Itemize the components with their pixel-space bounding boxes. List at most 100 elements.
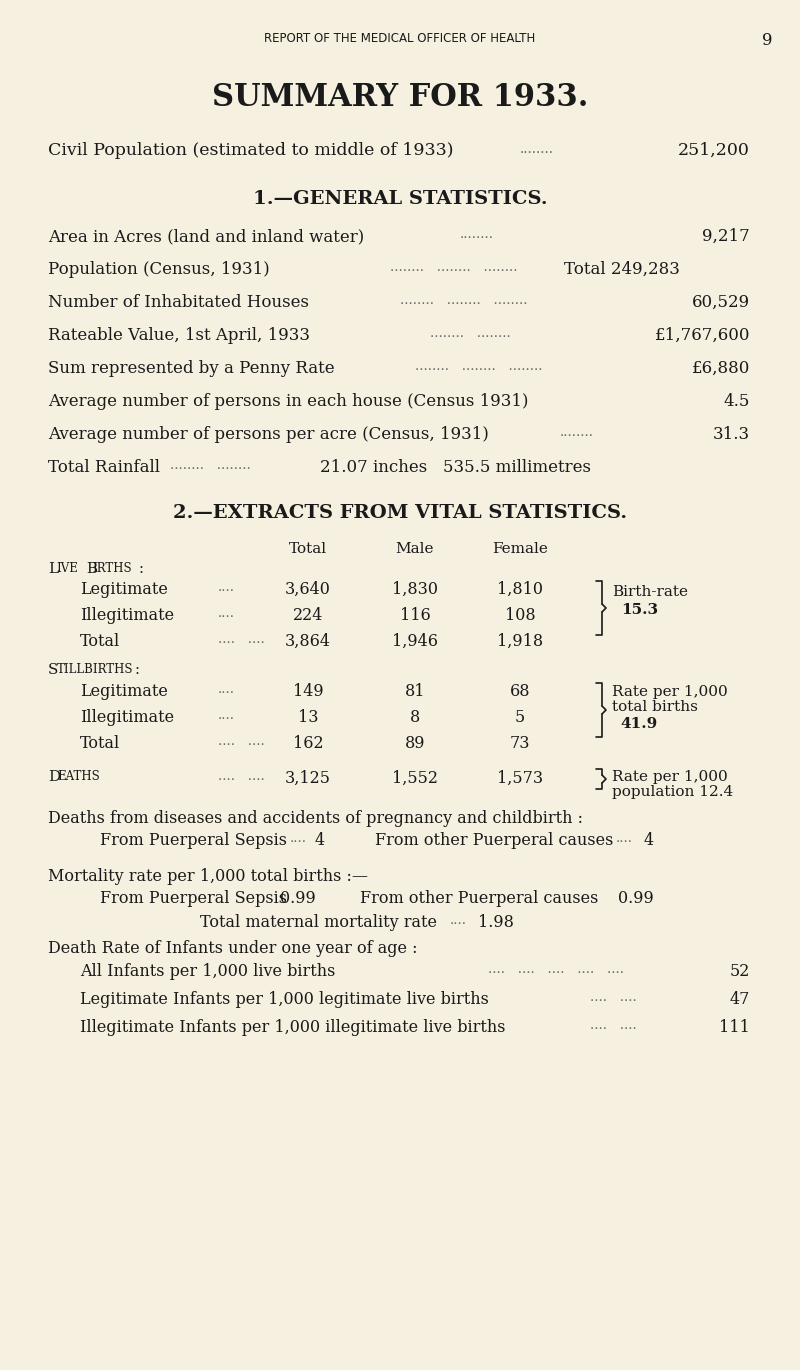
Text: Sum represented by a Penny Rate: Sum represented by a Penny Rate <box>48 360 334 377</box>
Text: Number of Inhabitated Houses: Number of Inhabitated Houses <box>48 295 309 311</box>
Text: Female: Female <box>492 543 548 556</box>
Text: REPORT OF THE MEDICAL OFFICER OF HEALTH: REPORT OF THE MEDICAL OFFICER OF HEALTH <box>264 32 536 45</box>
Text: 4: 4 <box>644 832 654 849</box>
Text: 111: 111 <box>719 1019 750 1036</box>
Text: 162: 162 <box>293 734 323 752</box>
Text: Average number of persons in each house (Census 1931): Average number of persons in each house … <box>48 393 529 410</box>
Text: 41.9: 41.9 <box>620 717 658 732</box>
Text: ........   ........: ........ ........ <box>170 459 250 473</box>
Text: Total: Total <box>80 734 120 752</box>
Text: Total maternal mortality rate: Total maternal mortality rate <box>200 914 437 932</box>
Text: Legitimate: Legitimate <box>80 581 168 597</box>
Text: 60,529: 60,529 <box>692 295 750 311</box>
Text: Total: Total <box>289 543 327 556</box>
Text: SUMMARY FOR 1933.: SUMMARY FOR 1933. <box>212 82 588 112</box>
Text: IVE: IVE <box>56 562 78 575</box>
Text: Rate per 1,000: Rate per 1,000 <box>612 770 728 784</box>
Text: 31.3: 31.3 <box>713 426 750 443</box>
Text: :: : <box>134 562 144 575</box>
Text: 73: 73 <box>510 734 530 752</box>
Text: 2.—EXTRACTS FROM VITAL STATISTICS.: 2.—EXTRACTS FROM VITAL STATISTICS. <box>173 504 627 522</box>
Text: Total Rainfall: Total Rainfall <box>48 459 160 475</box>
Text: 116: 116 <box>400 607 430 623</box>
Text: ........: ........ <box>520 142 554 156</box>
Text: EATHS: EATHS <box>57 770 100 784</box>
Text: 47: 47 <box>730 991 750 1008</box>
Text: 68: 68 <box>510 684 530 700</box>
Text: Mortality rate per 1,000 total births :—: Mortality rate per 1,000 total births :— <box>48 869 368 885</box>
Text: £1,767,600: £1,767,600 <box>654 327 750 344</box>
Text: Total: Total <box>80 633 120 649</box>
Text: 4.5: 4.5 <box>724 393 750 410</box>
Text: D: D <box>48 770 60 784</box>
Text: From Puerperal Sepsis: From Puerperal Sepsis <box>100 832 287 849</box>
Text: Legitimate: Legitimate <box>80 684 168 700</box>
Text: Rate per 1,000: Rate per 1,000 <box>612 685 728 699</box>
Text: Illegitimate: Illegitimate <box>80 710 174 726</box>
Text: 3,640: 3,640 <box>285 581 331 597</box>
Text: 81: 81 <box>405 684 426 700</box>
Text: 149: 149 <box>293 684 323 700</box>
Text: ........   ........   ........: ........ ........ ........ <box>390 262 518 274</box>
Text: ....   ....: .... .... <box>590 1019 637 1032</box>
Text: 13: 13 <box>298 710 318 726</box>
Text: Illegitimate Infants per 1,000 illegitimate live births: Illegitimate Infants per 1,000 illegitim… <box>80 1019 506 1036</box>
Text: Death Rate of Infants under one year of age :: Death Rate of Infants under one year of … <box>48 940 418 958</box>
Text: ....: .... <box>218 607 235 621</box>
Text: From Puerperal Sepsis: From Puerperal Sepsis <box>100 890 287 907</box>
Text: B: B <box>82 562 98 575</box>
Text: 251,200: 251,200 <box>678 142 750 159</box>
Text: 4: 4 <box>315 832 325 849</box>
Text: :: : <box>130 663 140 677</box>
Text: 9,217: 9,217 <box>702 227 750 245</box>
Text: ........   ........: ........ ........ <box>430 327 510 340</box>
Text: 1,573: 1,573 <box>497 770 543 786</box>
Text: ........   ........   ........: ........ ........ ........ <box>400 295 527 307</box>
Text: ....: .... <box>218 581 235 595</box>
Text: 8: 8 <box>410 710 420 726</box>
Text: From other Puerperal causes: From other Puerperal causes <box>360 890 598 907</box>
Text: ....: .... <box>616 832 633 845</box>
Text: 9: 9 <box>762 32 773 49</box>
Text: 108: 108 <box>505 607 535 623</box>
Text: ....   ....   ....   ....   ....: .... .... .... .... .... <box>488 963 624 975</box>
Text: ....: .... <box>218 684 235 696</box>
Text: ........   ........   ........: ........ ........ ........ <box>415 360 542 373</box>
Text: £6,880: £6,880 <box>692 360 750 377</box>
Text: 1,810: 1,810 <box>497 581 543 597</box>
Text: 52: 52 <box>730 963 750 980</box>
Text: Average number of persons per acre (Census, 1931): Average number of persons per acre (Cens… <box>48 426 489 443</box>
Text: 0.99: 0.99 <box>618 890 654 907</box>
Text: All Infants per 1,000 live births: All Infants per 1,000 live births <box>80 963 335 980</box>
Text: TILLBIRTHS: TILLBIRTHS <box>57 663 134 675</box>
Text: Rateable Value, 1st April, 1933: Rateable Value, 1st April, 1933 <box>48 327 310 344</box>
Text: Population (Census, 1931): Population (Census, 1931) <box>48 262 270 278</box>
Text: 5: 5 <box>515 710 525 726</box>
Text: Illegitimate: Illegitimate <box>80 607 174 623</box>
Text: ........: ........ <box>460 227 494 241</box>
Text: 89: 89 <box>405 734 426 752</box>
Text: Male: Male <box>396 543 434 556</box>
Text: ....: .... <box>290 832 307 845</box>
Text: 0.99: 0.99 <box>280 890 316 907</box>
Text: IRTHS: IRTHS <box>92 562 132 575</box>
Text: population 12.4: population 12.4 <box>612 785 734 799</box>
Text: ....: .... <box>450 914 467 927</box>
Text: total births: total births <box>612 700 698 714</box>
Text: S: S <box>48 663 58 677</box>
Text: 1,946: 1,946 <box>392 633 438 649</box>
Text: ....   ....: .... .... <box>218 633 265 647</box>
Text: 15.3: 15.3 <box>621 603 658 616</box>
Text: ....: .... <box>218 710 235 722</box>
Text: 1,918: 1,918 <box>497 633 543 649</box>
Text: 1,830: 1,830 <box>392 581 438 597</box>
Text: ....   ....: .... .... <box>590 991 637 1004</box>
Text: Civil Population (estimated to middle of 1933): Civil Population (estimated to middle of… <box>48 142 454 159</box>
Text: Area in Acres (land and inland water): Area in Acres (land and inland water) <box>48 227 364 245</box>
Text: 224: 224 <box>293 607 323 623</box>
Text: 1.—GENERAL STATISTICS.: 1.—GENERAL STATISTICS. <box>253 190 547 208</box>
Text: 1,552: 1,552 <box>392 770 438 786</box>
Text: ....   ....: .... .... <box>218 734 265 748</box>
Text: Deaths from diseases and accidents of pregnancy and childbirth :: Deaths from diseases and accidents of pr… <box>48 810 583 827</box>
Text: Birth-rate: Birth-rate <box>612 585 688 599</box>
